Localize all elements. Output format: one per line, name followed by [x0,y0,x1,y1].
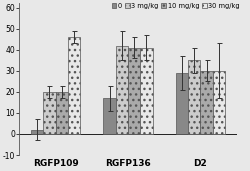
Bar [56,92,68,134]
Bar [116,45,128,134]
Bar [103,98,116,134]
Bar [68,37,80,134]
Bar [200,71,213,134]
Bar [128,48,140,134]
Legend: 0, 3 mg/kg, 10 mg/kg, 30 mg/kg: 0, 3 mg/kg, 10 mg/kg, 30 mg/kg [111,2,240,10]
Bar [188,60,200,134]
Bar [213,71,225,134]
Bar [31,130,43,134]
Bar [140,48,153,134]
Bar [176,73,188,134]
Bar [43,92,56,134]
